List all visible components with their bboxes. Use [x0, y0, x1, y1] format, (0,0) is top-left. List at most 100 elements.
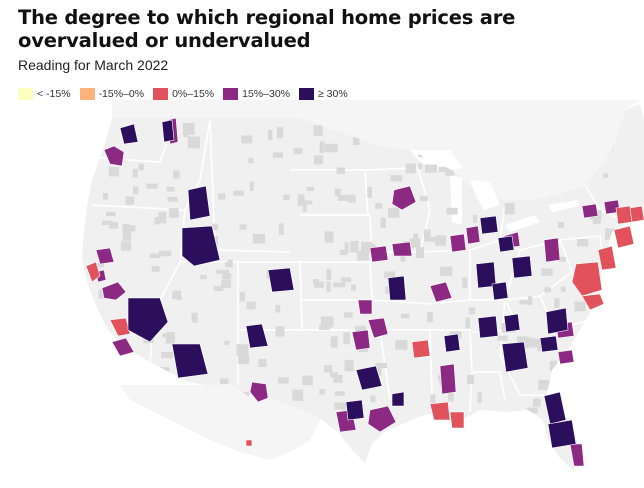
no-data-region: [558, 256, 566, 262]
legend-item-0-15: 0%–15%: [153, 88, 214, 100]
no-data-region: [136, 377, 141, 382]
metro-tampa: [543, 391, 567, 425]
no-data-region: [158, 250, 172, 257]
metro-nyc: [613, 225, 635, 249]
no-data-region: [303, 200, 313, 205]
metro-phoenix: [171, 343, 209, 379]
metro-des-moines: [391, 241, 413, 257]
no-data-region: [238, 355, 250, 365]
metro-virginia-beach: [581, 293, 605, 311]
metro-okc: [351, 329, 371, 351]
metro-houston: [367, 405, 397, 433]
no-data-region: [430, 394, 436, 404]
no-data-region: [132, 168, 138, 178]
metro-chicago: [465, 225, 481, 245]
no-data-region: [222, 273, 232, 280]
metro-dallas: [355, 365, 383, 391]
no-data-region: [246, 301, 256, 310]
no-data-region: [337, 194, 349, 201]
metro-hartford: [615, 205, 633, 225]
metro-denver: [181, 225, 221, 267]
no-data-region: [200, 275, 207, 280]
no-data-region: [275, 326, 285, 337]
us-metro-map: [82, 100, 644, 470]
no-data-region: [319, 141, 325, 153]
metro-el-paso: [249, 381, 269, 403]
no-data-region: [96, 263, 105, 268]
metro-columbia-sc: [557, 349, 575, 365]
no-data-region: [165, 331, 175, 344]
metro-naples: [569, 443, 585, 467]
no-data-region: [267, 130, 273, 140]
metro-hawaii: [245, 439, 253, 447]
no-data-region: [415, 247, 424, 258]
legend-item-minus15-0: -15%–0%: [79, 88, 144, 100]
no-data-region: [314, 281, 324, 288]
legend-item-under-15: < -15%: [18, 88, 71, 100]
legend-label: ≥ 30%: [318, 88, 348, 100]
no-data-region: [357, 250, 370, 261]
no-data-region: [168, 208, 179, 218]
no-data-region: [252, 234, 265, 244]
no-data-region: [574, 301, 586, 312]
no-data-region: [446, 207, 458, 215]
no-data-region: [312, 279, 319, 285]
no-data-region: [435, 235, 446, 246]
no-data-region: [334, 188, 341, 197]
no-data-region: [462, 277, 468, 288]
no-data-region: [275, 304, 281, 313]
metro-baltimore-dc: [571, 261, 603, 297]
metro-colorado-springs: [267, 267, 295, 293]
no-data-region: [146, 183, 158, 189]
no-data-region: [549, 360, 558, 372]
metro-nashville: [477, 315, 499, 339]
metro-omaha: [369, 245, 389, 263]
no-data-region: [598, 353, 611, 360]
metro-socal-inland: [111, 337, 135, 357]
no-data-region: [544, 287, 551, 293]
no-data-region: [604, 407, 611, 412]
no-data-region: [272, 152, 283, 158]
no-data-region: [375, 366, 382, 376]
no-data-region: [533, 398, 541, 407]
no-data-region: [249, 181, 254, 191]
no-data-region: [133, 186, 139, 195]
no-data-region: [120, 241, 131, 251]
no-data-region: [352, 137, 360, 145]
no-data-region: [173, 170, 180, 179]
no-data-region: [367, 186, 373, 198]
no-data-region: [97, 405, 108, 412]
no-data-region: [125, 196, 134, 205]
metro-kansas-city: [387, 275, 407, 301]
metro-wichita: [357, 299, 373, 315]
no-data-region: [578, 371, 589, 381]
metro-new-orleans: [449, 411, 465, 429]
no-data-region: [333, 375, 343, 383]
no-data-region: [385, 286, 391, 294]
no-data-region: [526, 407, 538, 414]
no-data-region: [108, 221, 119, 229]
no-data-region: [330, 372, 338, 378]
no-data-region: [592, 216, 601, 225]
no-data-region: [319, 389, 325, 395]
no-data-region: [241, 135, 253, 144]
legend-label: 0%–15%: [172, 88, 215, 100]
no-data-region: [216, 269, 230, 274]
no-data-region: [293, 148, 303, 155]
no-data-region: [103, 193, 109, 200]
metro-albuquerque: [245, 323, 269, 349]
metro-atlanta: [501, 341, 529, 373]
metro-jackson: [439, 363, 457, 395]
no-data-region: [472, 214, 478, 223]
metro-las-vegas: [127, 297, 169, 343]
no-data-region: [221, 279, 232, 288]
no-data-region: [302, 204, 307, 212]
metro-grand-rapids: [479, 215, 499, 235]
no-data-region: [350, 240, 359, 253]
metro-st-louis: [429, 281, 453, 303]
metro-columbus: [511, 255, 533, 279]
no-data-region: [258, 358, 267, 367]
no-data-region: [519, 300, 529, 305]
no-data-region: [324, 231, 334, 243]
no-data-region: [557, 221, 565, 228]
